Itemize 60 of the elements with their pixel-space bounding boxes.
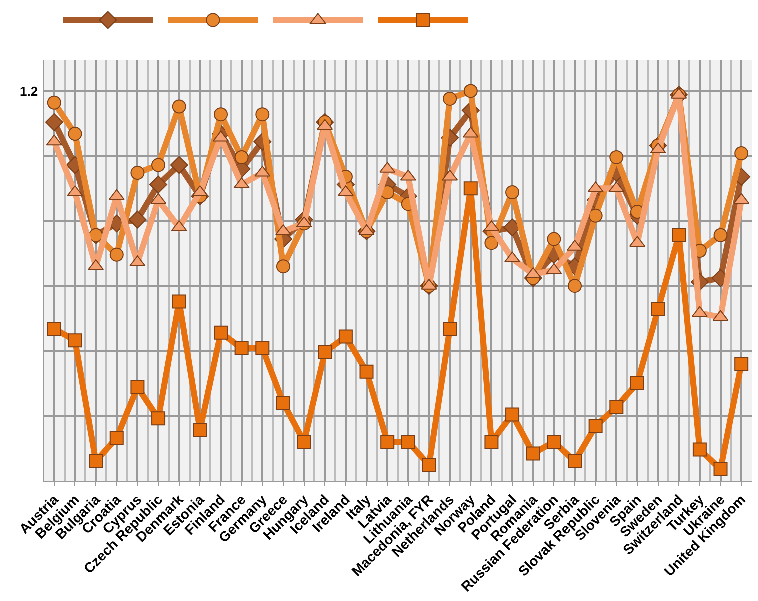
point (234, 341, 249, 356)
point (464, 84, 478, 98)
point (152, 412, 166, 426)
point (568, 454, 582, 469)
point (714, 462, 728, 476)
point (714, 228, 728, 242)
point (47, 322, 62, 336)
point (380, 435, 395, 450)
point (588, 208, 603, 223)
point (130, 166, 145, 180)
point (172, 294, 186, 309)
point (630, 376, 644, 391)
point (651, 302, 666, 316)
point (47, 96, 62, 110)
point (547, 435, 562, 450)
point (89, 228, 104, 242)
point (526, 446, 540, 461)
point (68, 127, 82, 142)
point (360, 364, 374, 379)
point (256, 108, 270, 122)
point (588, 419, 603, 434)
point (89, 454, 104, 469)
point (130, 380, 145, 394)
point (45, 113, 64, 132)
point (234, 150, 249, 164)
point (214, 326, 228, 340)
point (256, 341, 270, 356)
point (401, 435, 416, 450)
point (568, 279, 582, 294)
point (297, 435, 312, 450)
point (110, 431, 124, 446)
point (547, 232, 562, 246)
point (68, 334, 82, 348)
point (214, 108, 228, 122)
point (318, 345, 332, 360)
point (484, 435, 499, 450)
point (110, 248, 124, 262)
point (506, 186, 520, 200)
point (152, 158, 166, 172)
point (170, 156, 188, 174)
point (276, 396, 290, 410)
point (443, 322, 458, 336)
point (128, 210, 147, 229)
text: 1.2 (20, 84, 38, 99)
point (610, 150, 624, 164)
point (276, 260, 290, 274)
point (193, 423, 208, 438)
point (692, 442, 707, 457)
point (672, 228, 686, 242)
point (422, 458, 436, 472)
point (338, 330, 353, 344)
point (610, 400, 624, 414)
point (506, 408, 520, 422)
point (734, 357, 749, 372)
point (172, 100, 186, 114)
point (484, 236, 499, 250)
point (150, 176, 168, 194)
point (443, 92, 458, 106)
point (734, 146, 749, 161)
point (464, 182, 478, 196)
